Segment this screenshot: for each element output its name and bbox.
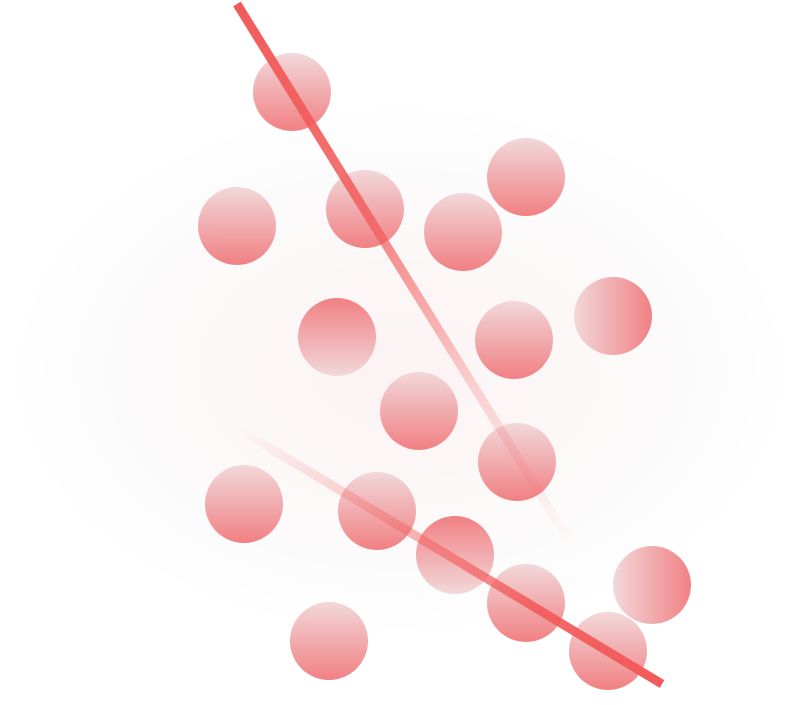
diagonal-line-steep — [233, 1, 576, 548]
circle — [198, 187, 276, 265]
circle — [298, 298, 376, 376]
circle — [290, 602, 368, 680]
circle — [424, 193, 502, 271]
circle — [205, 465, 283, 543]
diagonal-line-shallow — [237, 426, 665, 688]
circle — [613, 546, 691, 624]
circle — [487, 138, 565, 216]
circle — [475, 301, 553, 379]
circle — [574, 277, 652, 355]
circle — [380, 372, 458, 450]
